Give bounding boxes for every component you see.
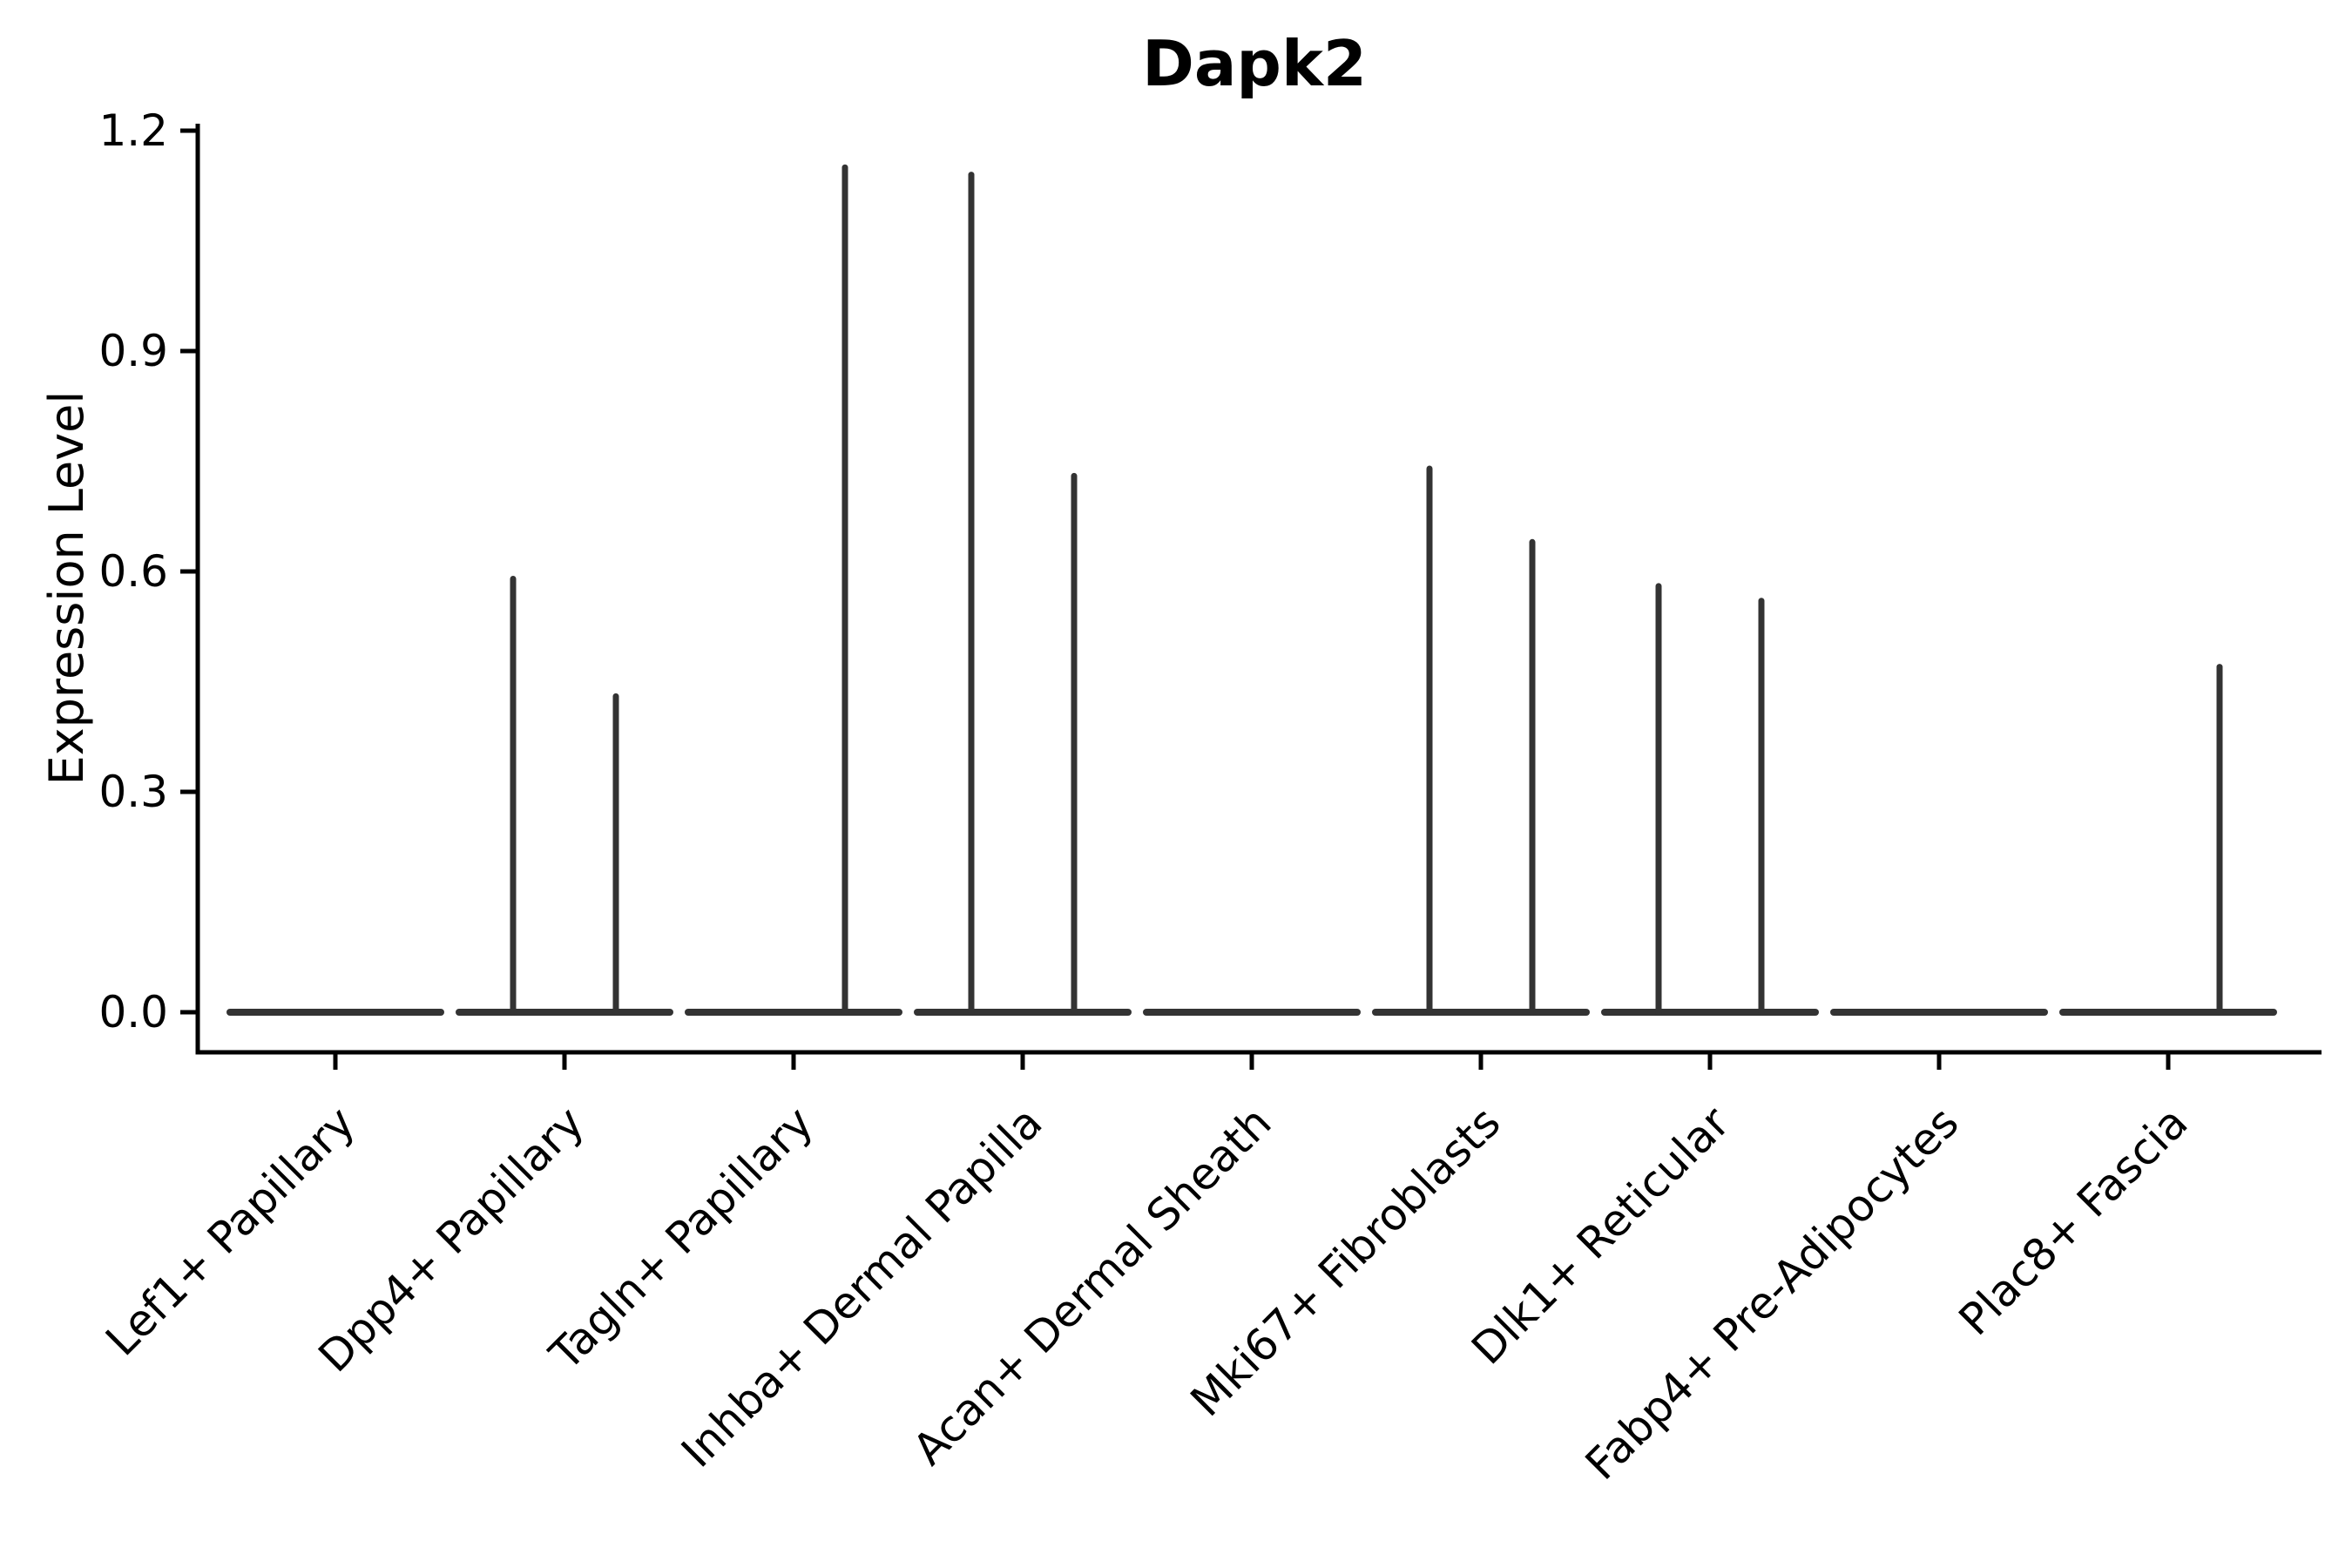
y-tick-label: 0.6: [98, 546, 168, 597]
axes: [195, 124, 2322, 1055]
chart-title: Dapk2: [1142, 27, 1367, 100]
y-axis-title: Expression Level: [39, 391, 94, 786]
y-tick-label: 0.3: [98, 767, 168, 817]
violin-6: [1372, 465, 1590, 1016]
violin-2: [456, 575, 673, 1016]
violin-7: [1601, 583, 1819, 1016]
violin-9: [2059, 664, 2277, 1016]
x-tick-label: Fabp4+ Pre-Adipocytes: [1576, 1097, 1969, 1490]
violin-3: [685, 164, 902, 1016]
y-tick-label: 1.2: [98, 105, 168, 156]
y-tick-label: 0.9: [98, 326, 168, 376]
x-tick-label: Plac8+ Fascia: [1950, 1097, 2198, 1345]
x-tick-label: Lef1+ Papillary: [96, 1097, 364, 1365]
y-tick-label: 0.0: [98, 987, 168, 1037]
violins: [226, 164, 2277, 1016]
violin-4: [914, 172, 1132, 1016]
